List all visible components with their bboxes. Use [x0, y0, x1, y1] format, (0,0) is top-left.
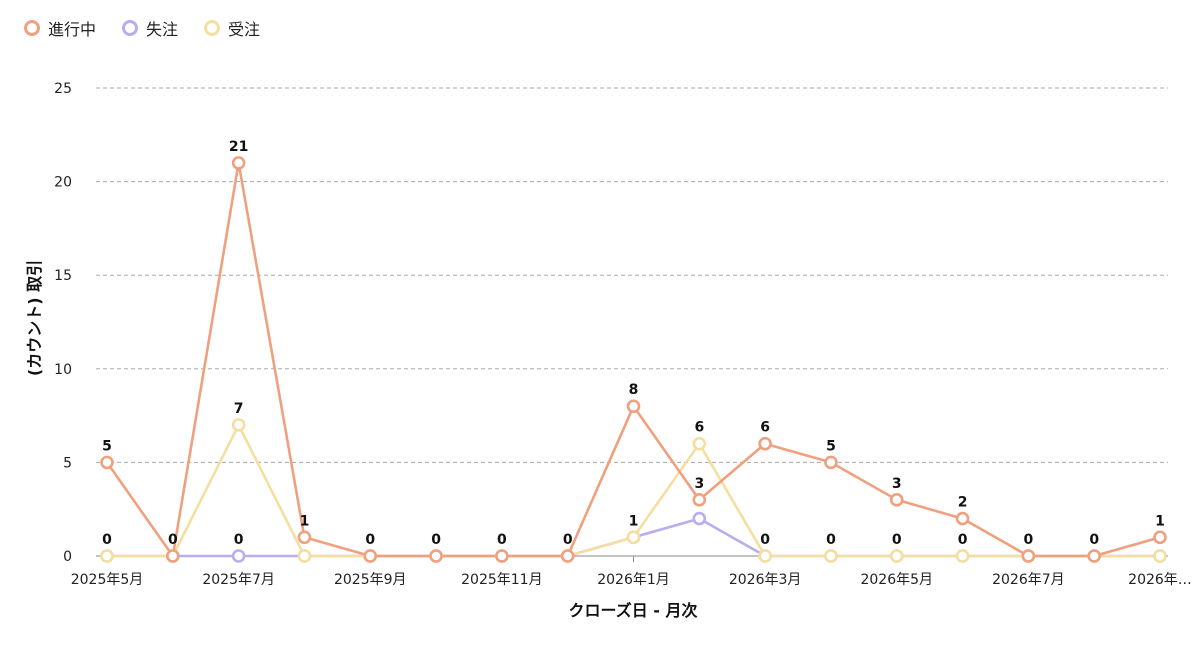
x-axis-title: クローズ日 - 月次 [569, 601, 698, 620]
data-point [955, 549, 970, 563]
data-label: 6 [694, 420, 704, 436]
legend-marker-icon [122, 20, 139, 36]
data-label: 0 [168, 532, 178, 548]
y-tick-label: 20 [54, 175, 72, 191]
data-point [692, 436, 707, 451]
data-label: 0 [1089, 532, 1099, 548]
data-point [692, 511, 707, 526]
data-label: 0 [563, 532, 573, 548]
y-tick-label: 25 [54, 81, 72, 97]
data-point [824, 455, 838, 470]
data-label: 6 [760, 420, 770, 436]
data-point [166, 549, 180, 563]
legend-label: 受注 [228, 20, 261, 39]
data-point [889, 493, 904, 507]
data-label: 0 [892, 532, 902, 548]
y-tick-label: 10 [54, 362, 72, 378]
x-tick-label: 2025年5月 [71, 572, 144, 588]
series-lines [105, 161, 1161, 558]
data-label: 0 [431, 532, 441, 548]
data-label: 3 [694, 476, 704, 492]
x-tick-label: 2025年9月 [334, 572, 407, 588]
y-tick-label: 0 [63, 549, 72, 565]
y-axis-title: (カウント) 取引 [25, 260, 44, 376]
data-point [100, 549, 114, 563]
legend-label: 進行中 [48, 20, 97, 39]
data-label: 21 [229, 139, 248, 155]
data-label: 1 [1155, 513, 1165, 529]
data-point [100, 455, 114, 470]
y-tick-label: 15 [54, 268, 72, 284]
data-label: 7 [234, 401, 244, 417]
data-point [231, 418, 246, 432]
legend-marker-icon [24, 20, 40, 36]
x-tick-label: 2026年7月 [992, 572, 1065, 588]
data-point [429, 549, 443, 563]
x-axis-ticks: 2025年5月 2025年7月 2025年9月 2025年11月 2026年1月 2026… [71, 556, 1192, 588]
data-label: 8 [629, 382, 639, 398]
data-label: 0 [760, 532, 770, 548]
data-point [1153, 549, 1167, 563]
data-label: 0 [234, 532, 244, 548]
data-label: 0 [958, 532, 968, 548]
data-point [626, 399, 641, 414]
data-point [1087, 549, 1101, 563]
data-label: 0 [365, 532, 375, 548]
data-point [231, 156, 246, 170]
data-point [626, 530, 641, 545]
data-point [889, 549, 904, 563]
legend-item-in-progress[interactable]: 進行中 [24, 16, 96, 40]
data-point [955, 511, 970, 526]
x-tick-label: 2025年7月 [202, 572, 275, 588]
legend-marker-icon [204, 20, 221, 36]
y-tick-label: 5 [63, 455, 72, 471]
data-label: 0 [102, 532, 112, 548]
series-points [100, 156, 1167, 563]
data-label: 5 [102, 438, 112, 454]
data-point [560, 549, 575, 563]
data-point [758, 549, 772, 563]
data-label: 3 [892, 476, 902, 492]
x-tick-label: 2026年1月 [597, 572, 670, 588]
data-label: 2 [958, 495, 968, 511]
gridlines [96, 87, 1168, 557]
x-tick-label: 2025年11月 [461, 572, 542, 588]
data-point [1021, 549, 1036, 563]
data-point [297, 549, 312, 563]
legend-item-won[interactable]: 受注 [204, 16, 260, 40]
data-label: 0 [497, 532, 507, 548]
data-point [231, 549, 246, 563]
legend-label: 失注 [146, 20, 179, 39]
data-label: 0 [1024, 532, 1034, 548]
legend: 進行中 失注 受注 [24, 16, 260, 40]
data-label: 0 [826, 532, 836, 548]
series-line-0 [105, 161, 1161, 558]
data-point [1153, 530, 1167, 545]
x-tick-label: 2026年5月 [860, 572, 933, 588]
data-point [363, 549, 378, 563]
y-axis-ticks: 0 5 10 15 20 25 [54, 81, 72, 565]
legend-item-lost[interactable]: 失注 [122, 16, 178, 40]
data-point [692, 493, 707, 507]
x-tick-label: 2026年… [1128, 572, 1192, 588]
data-point [758, 436, 772, 451]
data-label: 1 [629, 513, 639, 529]
data-label: 5 [826, 438, 836, 454]
data-point [495, 549, 509, 563]
x-tick-label: 2026年3月 [729, 572, 802, 588]
data-label: 1 [300, 513, 310, 529]
data-point [297, 530, 312, 545]
data-point [824, 549, 838, 563]
